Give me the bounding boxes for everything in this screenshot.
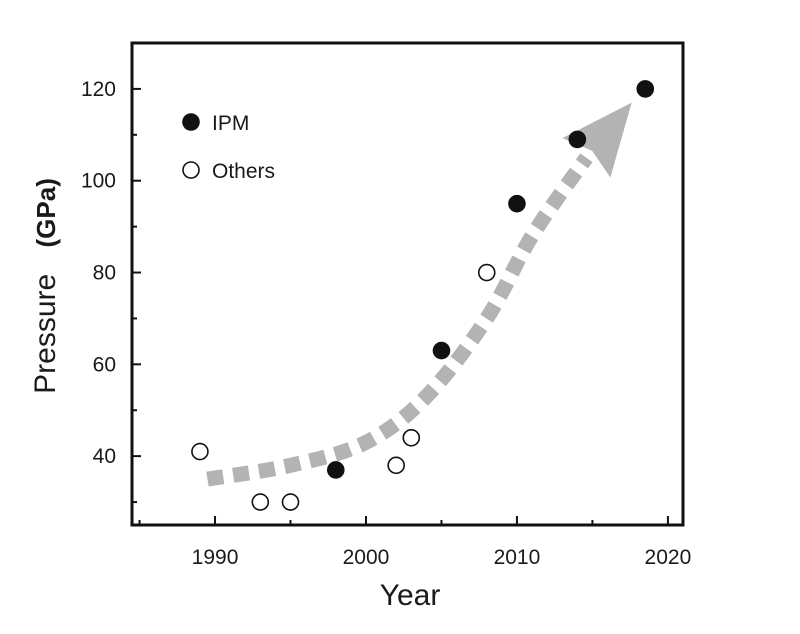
x-axis-title: Year <box>380 579 441 612</box>
legend-others-marker <box>182 161 200 179</box>
y-tick-label: 40 <box>93 445 116 468</box>
y-axis-title-unit: (GPa) <box>31 178 61 247</box>
others-data-point <box>402 428 421 447</box>
y-tick-label: 100 <box>81 170 116 193</box>
others-data-point <box>251 493 270 511</box>
y-axis-title: Pressure (GPa) <box>29 178 62 394</box>
ipm-data-point <box>568 130 587 149</box>
legend-ipm-marker <box>182 113 200 131</box>
y-axis-title-main: Pressure <box>29 274 62 394</box>
others-data-point <box>477 263 496 282</box>
legend-label: Others <box>212 160 275 183</box>
x-tick-label: 2020 <box>645 546 692 569</box>
trend-arrow-shaft <box>206 153 593 487</box>
data-points <box>191 80 655 511</box>
axis-ticks: 1990 2000 2010 2020 40 60 80 100 120 <box>81 42 692 569</box>
y-tick-label: 60 <box>93 353 116 376</box>
y-tick-label: 80 <box>93 262 116 285</box>
legend: IPM Others <box>182 112 275 183</box>
ipm-data-point <box>508 194 526 213</box>
others-data-point <box>281 493 300 511</box>
legend-label: IPM <box>212 112 249 135</box>
others-data-point <box>191 442 209 461</box>
ipm-data-point <box>636 80 655 98</box>
others-data-point <box>387 456 405 475</box>
ipm-data-point <box>432 341 451 360</box>
plot-frame <box>130 41 685 527</box>
x-tick-label: 1990 <box>192 546 239 569</box>
ipm-data-point <box>326 461 345 479</box>
x-tick-label: 2000 <box>343 546 390 569</box>
y-tick-label: 120 <box>81 78 116 101</box>
trend-arrow-head <box>562 102 632 178</box>
trend-arrow <box>206 102 632 487</box>
x-tick-label: 2010 <box>494 546 541 569</box>
